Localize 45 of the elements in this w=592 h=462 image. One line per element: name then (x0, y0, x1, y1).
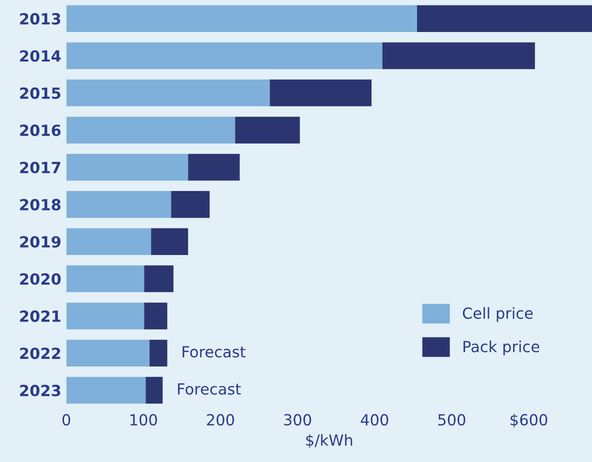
bar (66, 80, 270, 106)
legend-label: Pack price (464, 340, 540, 356)
y-tick-label: 2020 (20, 273, 61, 285)
y-tick-label: 2013 (20, 13, 60, 25)
x-tick-label: 500 (438, 414, 466, 426)
x-tick-label: 0 (62, 414, 70, 426)
bar (144, 302, 168, 330)
x-tick-label: 300 (284, 414, 312, 426)
bar (66, 154, 188, 181)
bar (66, 191, 172, 218)
bar (188, 154, 240, 181)
x-tick-label: 400 (360, 414, 388, 426)
legend-label: Cell price (462, 307, 533, 322)
bar (150, 340, 168, 366)
x-axis-title: $/kWh (306, 434, 352, 448)
bar (382, 42, 535, 70)
y-tick-label: 2014 (20, 50, 61, 62)
bar (417, 5, 592, 32)
y-tick-label: 2018 (20, 198, 60, 210)
y-tick-label: 2019 (20, 236, 60, 248)
x-tick-label: 200 (207, 414, 234, 426)
annotation: Forecast (178, 383, 241, 395)
y-tick-label: 2016 (20, 124, 61, 136)
bar (171, 191, 210, 218)
y-tick-label: 2021 (20, 310, 60, 322)
y-tick-label: 2015 (20, 87, 60, 99)
bar (235, 116, 300, 144)
bar (66, 340, 150, 366)
bar (66, 302, 144, 330)
bar (146, 376, 163, 404)
bar (66, 5, 418, 32)
y-tick-label: 2022 (20, 348, 60, 360)
bar (66, 265, 144, 292)
y-tick-label: 2023 (20, 384, 60, 396)
y-tick-label: 2017 (20, 162, 60, 174)
bar (66, 116, 236, 144)
bar (66, 42, 382, 70)
x-tick-label: 100 (130, 414, 157, 426)
bar (66, 228, 152, 255)
bar (151, 228, 188, 255)
bar (144, 265, 174, 292)
x-tick-label: $600 (510, 414, 548, 428)
annotation: Forecast (182, 346, 246, 358)
bar (66, 376, 146, 404)
bar (270, 80, 372, 106)
